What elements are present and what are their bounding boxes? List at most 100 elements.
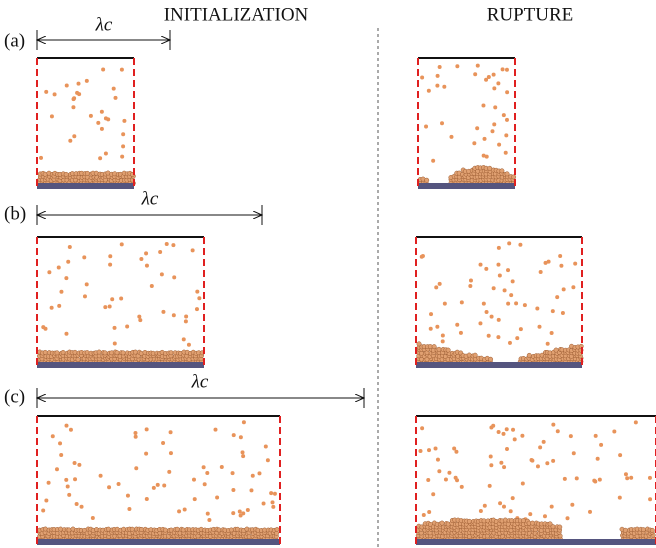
- bed-particle: [558, 525, 562, 529]
- particle: [612, 429, 616, 433]
- bed-particle: [509, 528, 513, 532]
- particle: [53, 92, 57, 96]
- particle: [492, 73, 496, 77]
- particle: [100, 127, 104, 131]
- particle: [246, 508, 250, 512]
- particle: [144, 251, 148, 255]
- particle: [481, 103, 485, 107]
- particle: [66, 260, 70, 264]
- particle: [502, 113, 506, 117]
- particle: [89, 114, 93, 118]
- particle: [569, 434, 573, 438]
- bed-particle: [437, 347, 441, 351]
- particle: [191, 248, 195, 252]
- particle: [485, 310, 489, 314]
- particle: [113, 326, 117, 330]
- particle: [231, 488, 235, 492]
- particle: [546, 342, 550, 346]
- particle: [50, 306, 54, 310]
- bed-particle: [446, 348, 450, 352]
- particle: [505, 68, 509, 72]
- particle: [599, 443, 603, 447]
- particle: [72, 134, 76, 138]
- particle: [107, 485, 111, 489]
- particle: [551, 309, 555, 313]
- particle: [232, 433, 236, 437]
- particle: [429, 312, 433, 316]
- particle: [518, 243, 522, 247]
- particle: [184, 314, 188, 318]
- particle: [71, 105, 75, 109]
- particle: [506, 302, 510, 306]
- particle: [570, 503, 574, 507]
- particle: [555, 295, 559, 299]
- particle: [506, 268, 510, 272]
- particle: [69, 428, 73, 432]
- particle: [505, 427, 509, 431]
- particle: [169, 430, 173, 434]
- bed-particle: [500, 169, 504, 173]
- particle: [566, 516, 570, 520]
- bed-particle: [163, 528, 167, 532]
- particle: [192, 478, 196, 482]
- particle: [496, 81, 500, 85]
- particle: [551, 423, 555, 427]
- particle: [184, 319, 188, 323]
- particle: [551, 459, 555, 463]
- particle: [496, 335, 500, 339]
- bed-particle: [76, 357, 80, 361]
- particle: [145, 264, 149, 268]
- particle: [543, 514, 547, 518]
- bed-particle: [650, 528, 654, 532]
- bed-particle: [43, 350, 47, 354]
- particle: [101, 67, 105, 71]
- bed-particle: [115, 350, 119, 354]
- bed-particle: [55, 351, 59, 355]
- particle: [509, 509, 513, 513]
- particle: [538, 445, 542, 449]
- particle: [530, 459, 534, 463]
- particle: [47, 270, 51, 274]
- particle: [542, 440, 546, 444]
- particle: [435, 84, 439, 88]
- substrate: [416, 362, 582, 368]
- particle: [538, 325, 542, 329]
- figure: INITIALIZATION RUPTURE (a) λc (b) λc (c)…: [0, 0, 656, 548]
- bed-particle: [440, 521, 444, 525]
- particle: [489, 426, 493, 430]
- bed-particle: [61, 350, 65, 354]
- particle: [455, 323, 459, 327]
- particle: [205, 471, 209, 475]
- particle: [487, 334, 491, 338]
- substrate: [37, 362, 204, 368]
- particle: [251, 474, 255, 478]
- particle: [431, 159, 435, 163]
- particle: [133, 431, 137, 435]
- particle: [241, 450, 245, 454]
- particle: [521, 482, 525, 486]
- particle: [478, 321, 482, 325]
- particle: [504, 151, 508, 155]
- particle: [550, 505, 554, 509]
- particle: [73, 461, 77, 465]
- particle: [593, 479, 597, 483]
- particle: [435, 325, 439, 329]
- particle: [573, 262, 577, 266]
- particle: [197, 296, 201, 300]
- particle: [441, 339, 445, 343]
- bed-particle: [130, 527, 134, 531]
- particle: [68, 245, 72, 249]
- particle: [77, 463, 81, 467]
- particle: [503, 288, 507, 292]
- particle: [68, 139, 72, 143]
- particle: [460, 485, 464, 489]
- particle: [473, 72, 477, 76]
- particle: [436, 458, 440, 462]
- particle: [492, 122, 496, 126]
- header-right: RUPTURE: [487, 4, 574, 25]
- particle: [618, 496, 622, 500]
- particle: [80, 505, 84, 509]
- particle: [483, 504, 487, 508]
- particle: [523, 303, 527, 307]
- particle: [420, 426, 424, 430]
